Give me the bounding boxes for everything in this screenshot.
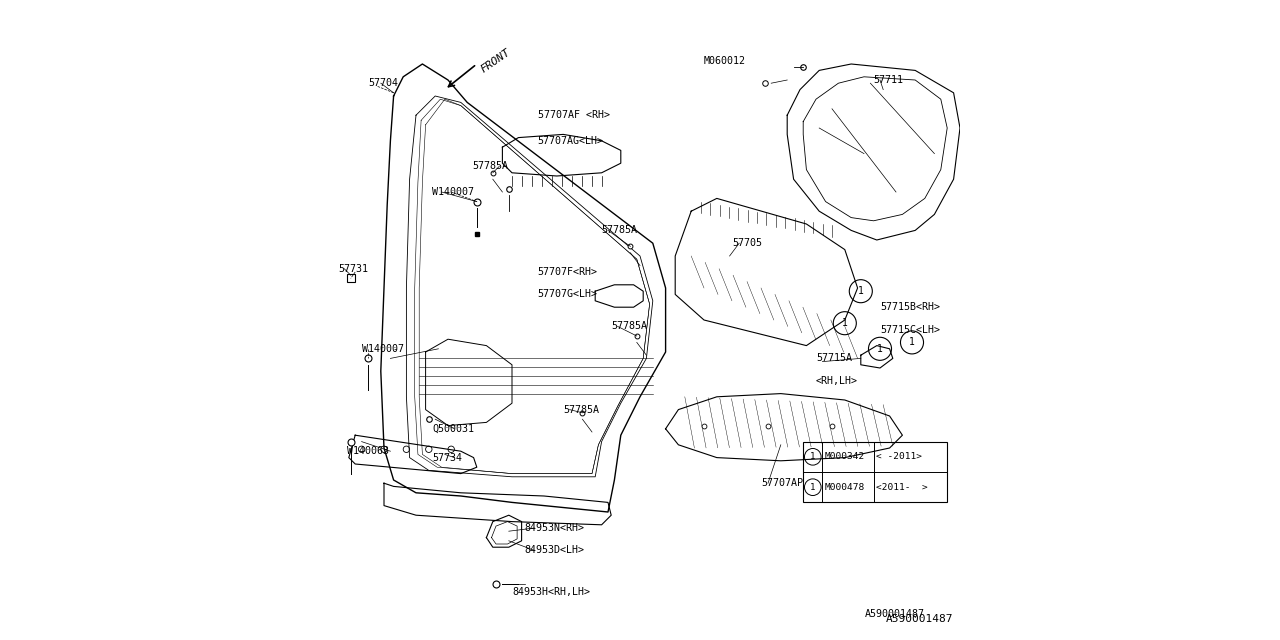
Text: 84953N<RH>: 84953N<RH> [525, 523, 585, 533]
Text: 57785A: 57785A [612, 321, 648, 332]
Text: < -2011>: < -2011> [876, 452, 922, 461]
Text: 57707AF <RH>: 57707AF <RH> [538, 110, 609, 120]
Text: 57715C<LH>: 57715C<LH> [881, 324, 940, 335]
Text: <RH,LH>: <RH,LH> [817, 376, 858, 386]
Text: M000342: M000342 [824, 452, 864, 461]
Text: M060012: M060012 [704, 56, 746, 66]
Text: 57715B<RH>: 57715B<RH> [881, 302, 940, 312]
Text: FRONT: FRONT [479, 47, 512, 75]
Text: Q500031: Q500031 [433, 424, 474, 434]
Text: A590001487: A590001487 [865, 609, 924, 620]
Text: 57707G<LH>: 57707G<LH> [538, 289, 598, 300]
Text: 57707AP: 57707AP [762, 478, 804, 488]
Text: A590001487: A590001487 [886, 614, 954, 624]
Text: 57785A: 57785A [602, 225, 637, 236]
Text: 1: 1 [810, 483, 815, 492]
Text: 57704: 57704 [369, 78, 398, 88]
Text: <2011-  >: <2011- > [876, 483, 927, 492]
Text: 57707F<RH>: 57707F<RH> [538, 267, 598, 277]
Text: 57715A: 57715A [817, 353, 852, 364]
Text: 57707AG<LH>: 57707AG<LH> [538, 136, 604, 146]
Text: 57731: 57731 [338, 264, 367, 274]
Text: W140007: W140007 [362, 344, 403, 354]
Text: 1: 1 [909, 337, 915, 348]
Text: 57785A: 57785A [472, 161, 508, 172]
Text: W140063: W140063 [347, 446, 389, 456]
Text: 57785A: 57785A [563, 404, 599, 415]
Text: 1: 1 [810, 452, 815, 461]
Text: 84953D<LH>: 84953D<LH> [525, 545, 585, 556]
Text: 1: 1 [858, 286, 864, 296]
Text: 57711: 57711 [874, 75, 904, 85]
Text: 1: 1 [842, 318, 847, 328]
Bar [804, 442, 947, 502]
Text: W140007: W140007 [433, 187, 474, 197]
Text: 57734: 57734 [433, 452, 462, 463]
Text: 84953H<RH,LH>: 84953H<RH,LH> [512, 587, 590, 597]
Text: M000478: M000478 [824, 483, 864, 492]
Text: 1: 1 [877, 344, 883, 354]
Text: 57705: 57705 [732, 238, 763, 248]
